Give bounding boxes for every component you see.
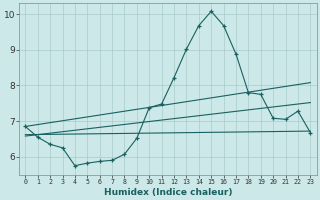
X-axis label: Humidex (Indice chaleur): Humidex (Indice chaleur) [104, 188, 232, 197]
